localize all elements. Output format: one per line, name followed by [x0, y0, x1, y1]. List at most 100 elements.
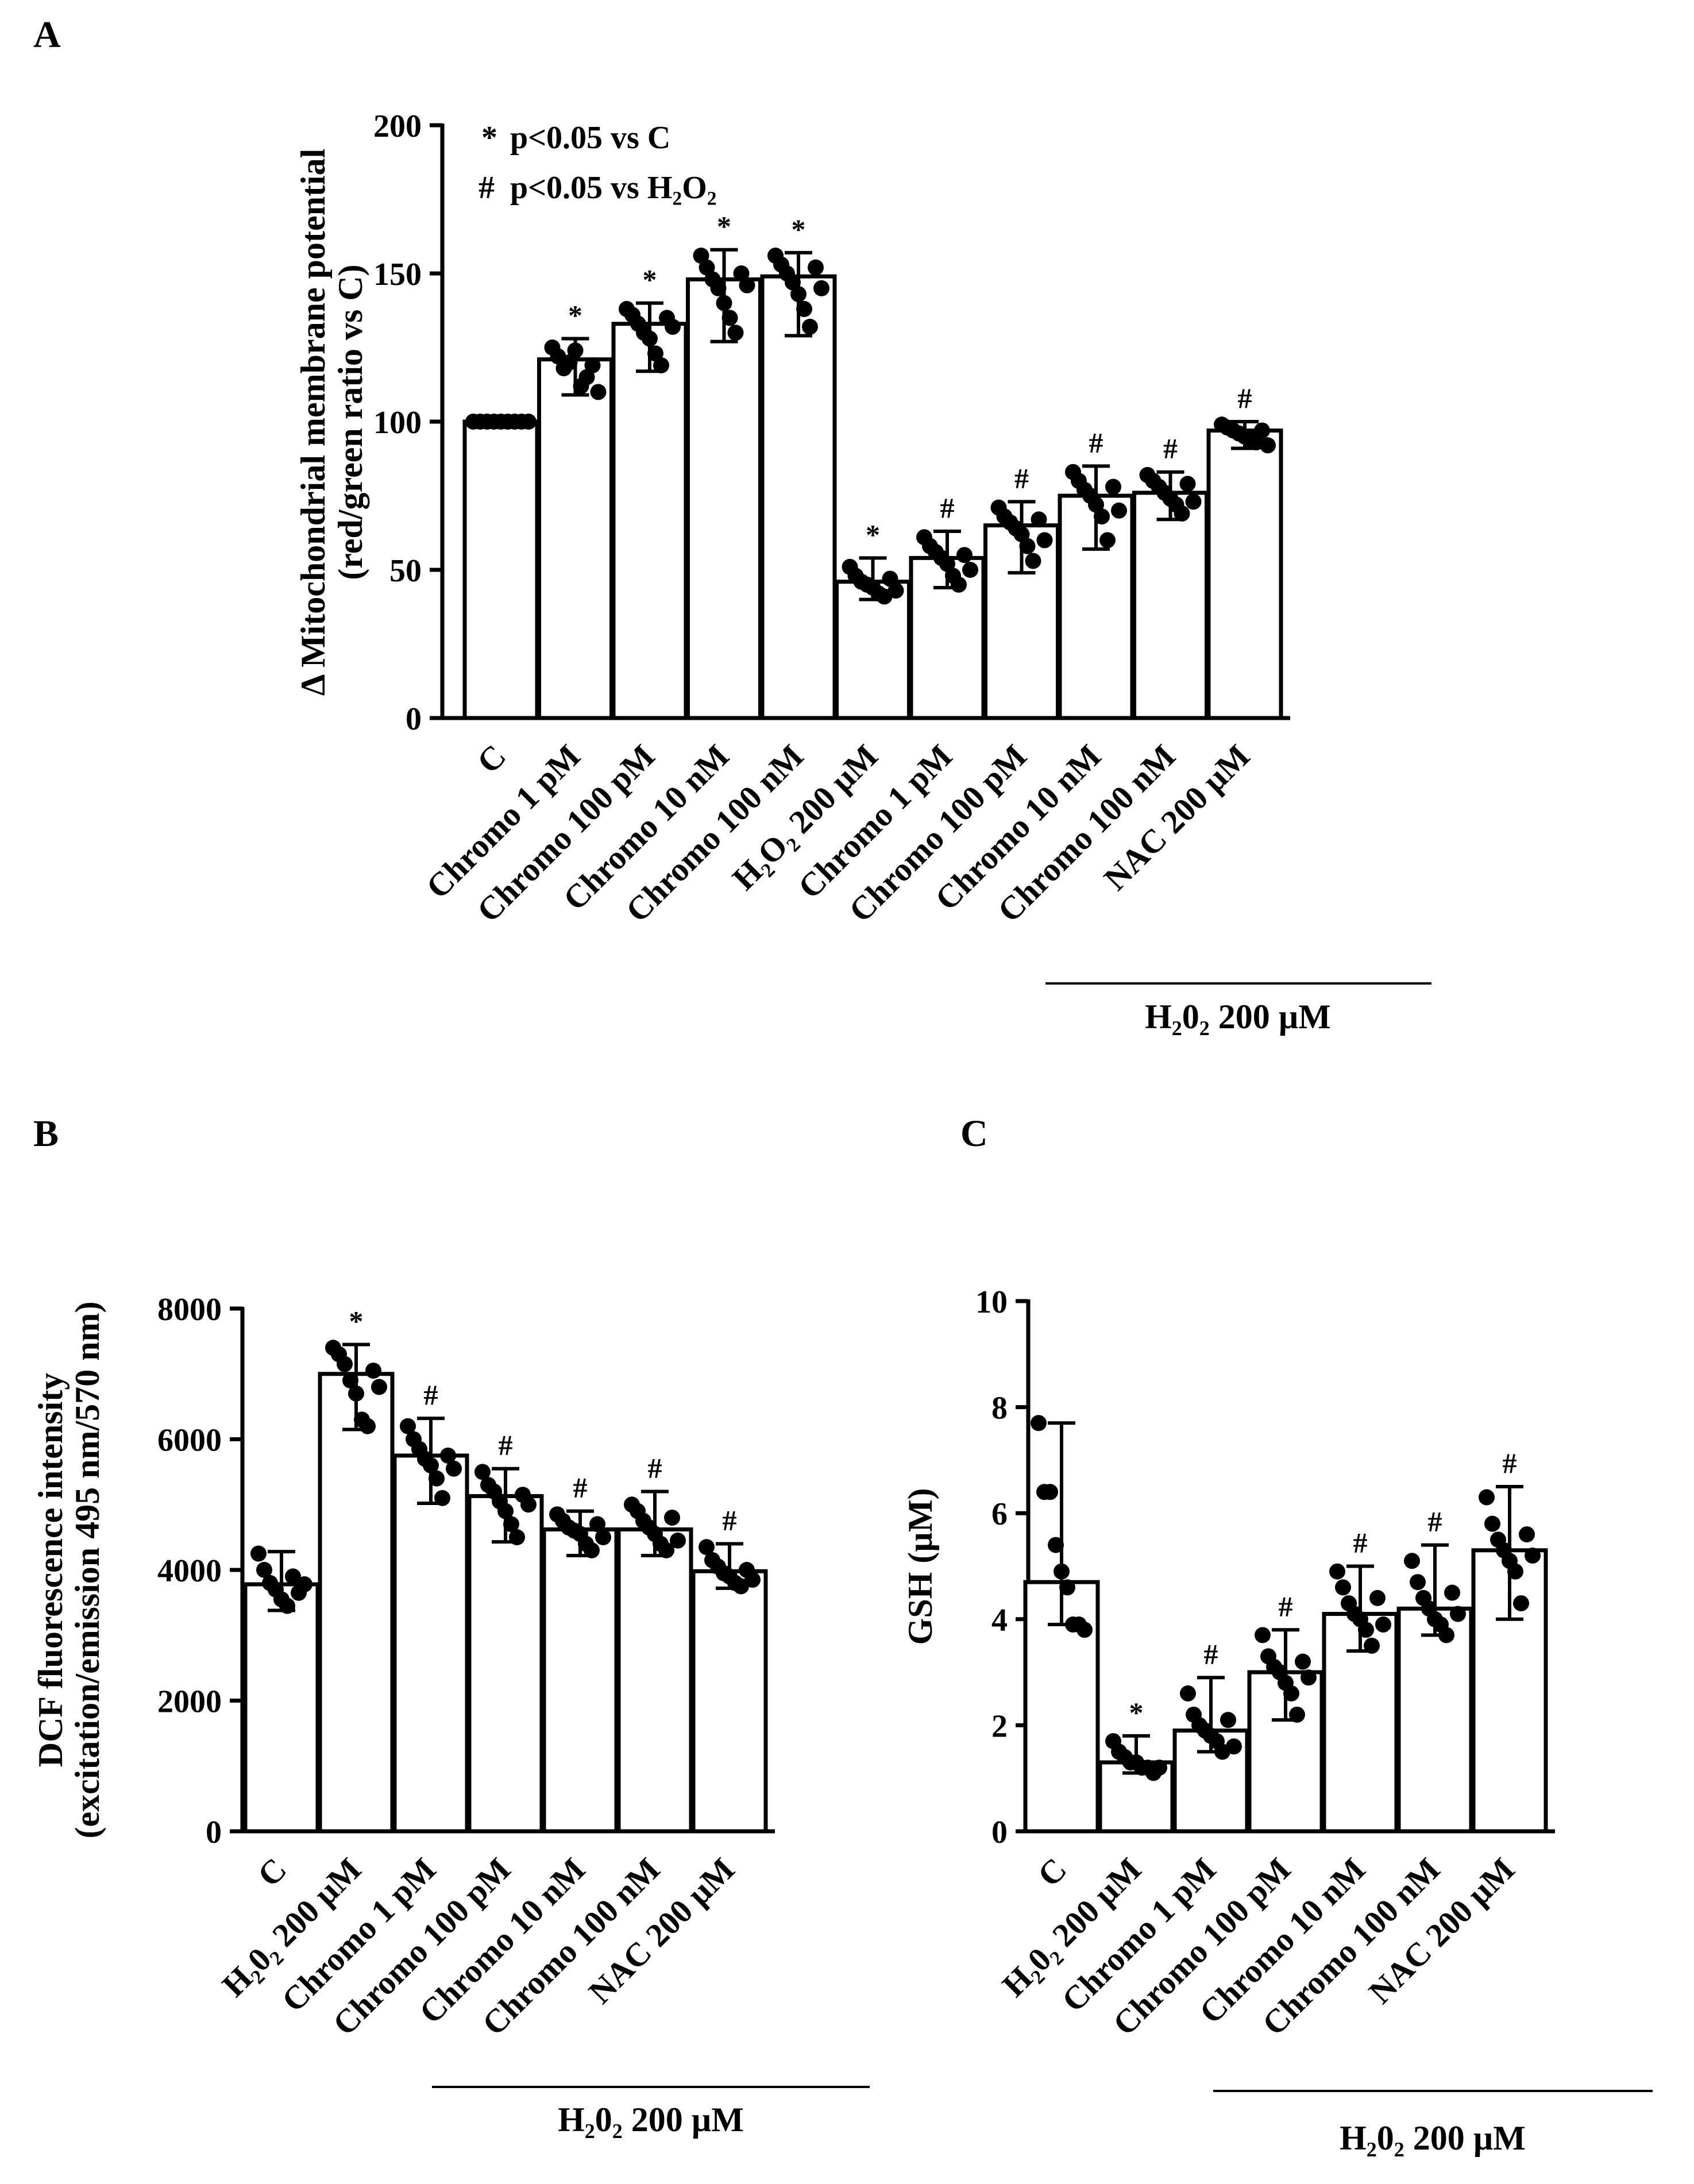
- significance-mark: #: [1503, 1447, 1517, 1479]
- data-point: [342, 1372, 358, 1389]
- y-axis-title: DCF fluorescence intensity: [32, 1373, 70, 1768]
- bar: [542, 1527, 619, 1834]
- significance-mark: #: [1204, 1638, 1218, 1670]
- y-tick-label: 150: [373, 257, 422, 292]
- data-point: [665, 318, 681, 335]
- data-point: [790, 286, 807, 303]
- y-tick-label: 50: [389, 553, 422, 589]
- y-axis-title: Δ Mitochondrial membrane potential: [294, 149, 332, 696]
- legend-hash-text: p<0.05 vs H₂O₂: [510, 170, 717, 206]
- y-tick-label: 4000: [157, 1553, 222, 1589]
- x-tick-label: C: [470, 737, 514, 781]
- y-tick-label: 0: [406, 701, 422, 737]
- data-point: [1513, 1595, 1529, 1612]
- data-point: [446, 1460, 462, 1477]
- data-point: [589, 1516, 605, 1533]
- significance-mark: #: [424, 1379, 438, 1411]
- data-point: [1335, 1579, 1351, 1596]
- significance-mark: #: [1089, 426, 1103, 458]
- data-point: [509, 1529, 525, 1546]
- data-point: [1226, 1738, 1242, 1755]
- y-axis-title-2: (excitation/emission 495 nm/570 nm): [68, 1302, 106, 1839]
- data-point: [1174, 505, 1190, 522]
- data-point: [796, 300, 812, 317]
- data-point: [1048, 1537, 1064, 1553]
- data-point: [1369, 1589, 1386, 1606]
- panel-letter-c: C: [960, 1113, 988, 1155]
- data-point: [1444, 1584, 1460, 1601]
- data-point: [337, 1356, 353, 1372]
- data-point: [887, 582, 904, 599]
- data-point: [1220, 1712, 1236, 1728]
- data-point: [813, 280, 829, 296]
- data-point: [1076, 1622, 1093, 1638]
- significance-mark: *: [568, 299, 582, 331]
- y-tick-label: 0: [206, 1815, 222, 1850]
- y-tick-label: 8: [991, 1391, 1008, 1426]
- bar: [611, 322, 688, 720]
- data-point: [285, 1568, 301, 1585]
- bar: [537, 357, 613, 720]
- bar: [1396, 1606, 1473, 1834]
- data-point: [710, 280, 727, 296]
- data-point: [1054, 1563, 1070, 1580]
- legend-panel-a: * p<0.05 vs C # p<0.05 vs H₂O₂: [479, 120, 717, 206]
- significance-mark: *: [1129, 1696, 1144, 1728]
- significance-mark: #: [940, 492, 955, 524]
- data-point: [400, 1418, 416, 1434]
- group-label: H₂0₂ 200 µM: [1145, 998, 1331, 1036]
- data-point: [474, 1464, 491, 1480]
- y-tick-label: 6: [991, 1496, 1008, 1532]
- data-point: [1260, 437, 1276, 454]
- significance-mark: #: [499, 1429, 513, 1461]
- data-point: [429, 1470, 445, 1487]
- y-tick-label: 2: [991, 1708, 1008, 1744]
- bar: [760, 274, 837, 720]
- data-point: [1094, 508, 1110, 525]
- data-point: [744, 1572, 761, 1588]
- data-point: [348, 1385, 364, 1402]
- data-point: [365, 1363, 381, 1379]
- bar: [462, 419, 539, 720]
- data-point: [739, 277, 755, 294]
- data-point: [250, 1545, 267, 1562]
- legend-star-text: p<0.05 vs C: [510, 120, 670, 156]
- legend-hash-symbol: #: [479, 170, 495, 206]
- data-point: [423, 1457, 439, 1473]
- significance-mark: *: [866, 518, 880, 550]
- bar: [1132, 491, 1209, 720]
- legend-star-symbol: *: [481, 120, 497, 156]
- significance-mark: #: [1163, 433, 1178, 465]
- bar: [691, 1569, 768, 1834]
- data-point: [1404, 1553, 1420, 1569]
- data-point: [1375, 1616, 1391, 1633]
- data-point: [1036, 532, 1053, 549]
- data-point: [1289, 1706, 1305, 1723]
- panel-letter-b: B: [33, 1113, 59, 1155]
- data-point: [520, 414, 537, 430]
- x-tick-label: C: [250, 1850, 294, 1894]
- data-point: [1111, 502, 1127, 519]
- significance-mark: *: [792, 213, 806, 245]
- data-point: [584, 357, 601, 373]
- data-point: [434, 1490, 450, 1506]
- group-label: H₂0₂ 200 µM: [1340, 2119, 1526, 2157]
- data-point: [1438, 1627, 1454, 1643]
- data-point: [1031, 1415, 1047, 1431]
- data-point: [664, 1510, 680, 1526]
- data-point: [716, 295, 732, 311]
- chart-panel-a: 0 50 100 150 200 Δ Mitochondrial membrane pot…: [294, 109, 1431, 1036]
- data-point: [1450, 1606, 1466, 1622]
- data-point: [296, 1576, 312, 1593]
- data-point: [727, 325, 744, 341]
- data-point: [584, 1542, 600, 1558]
- data-point: [1295, 1653, 1311, 1670]
- y-tick-label: 6000: [157, 1423, 222, 1458]
- data-point: [1185, 493, 1202, 510]
- y-tick-label: 8000: [157, 1292, 222, 1328]
- significance-mark: #: [723, 1504, 737, 1537]
- data-point: [1358, 1622, 1374, 1638]
- data-point: [1484, 1515, 1500, 1532]
- data-point: [699, 1539, 715, 1556]
